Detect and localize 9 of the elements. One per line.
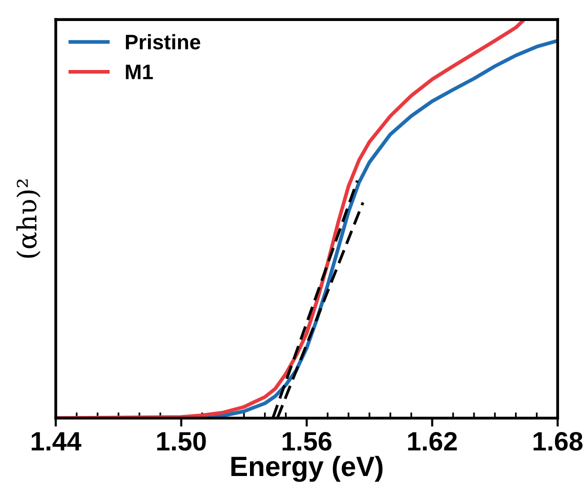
x-tick-label: 1.56 — [282, 432, 332, 451]
y-axis-title: (αhυ)² — [16, 179, 40, 258]
x-tick-label: 1.68 — [534, 432, 583, 451]
x-tick-label: 1.62 — [408, 432, 457, 451]
x-tick-label: 1.50 — [157, 432, 206, 451]
legend-label: Pristine — [126, 34, 200, 50]
legend-label: M1 — [126, 64, 153, 80]
x-tick-label: 1.44 — [32, 432, 82, 450]
x-axis-title: Energy (eV) — [231, 456, 383, 482]
